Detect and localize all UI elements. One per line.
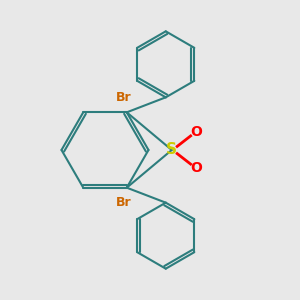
Text: Br: Br <box>116 196 132 209</box>
Text: Br: Br <box>116 91 132 104</box>
Text: O: O <box>190 125 202 139</box>
Text: S: S <box>166 142 177 158</box>
Text: O: O <box>190 161 202 175</box>
